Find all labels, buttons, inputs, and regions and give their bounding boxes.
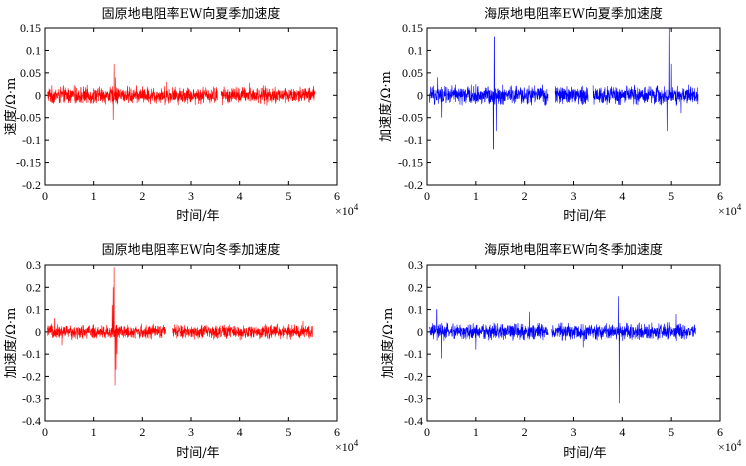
y-tick-label: 0.15 [20, 21, 41, 35]
x-tick-label: 5 [668, 425, 674, 439]
y-axis-label: 加速度/Ω·m [3, 308, 19, 379]
series-trace [47, 267, 313, 386]
y-tick-label: -0.1 [22, 133, 41, 147]
plot-frame [44, 264, 338, 422]
y-tick-label: 0.1 [26, 303, 41, 317]
chart-title: 固原地电阻率EW向夏季加速度 [102, 6, 281, 22]
x-tick-label: 1 [91, 189, 97, 203]
x-tick-label: 3 [571, 425, 577, 439]
y-tick-label: 0.05 [20, 66, 41, 80]
y-tick-label: -0.4 [22, 414, 41, 428]
x-tick-label: 3 [188, 425, 194, 439]
x-tick-label: 2 [139, 189, 145, 203]
y-tick-label: 0 [417, 88, 423, 102]
x-tick-label: 0 [424, 425, 430, 439]
x-tick-label: 2 [139, 425, 145, 439]
y-tick-label: -0.15 [16, 156, 41, 170]
chart-panel-4: 海原地电阻率EW向冬季加速度 0 1 2 3 4 5 6 0.3 0.2 0.1 0 -0.1 -0.2 -… [380, 242, 742, 461]
y-axis-label: 加速度/Ω·m [378, 71, 394, 142]
x-tick-label: 5 [285, 189, 291, 203]
chart-panel-1: 固原地电阻率EW向夏季加速度 0 1 2 3 4 5 6 0.15 0.1 0.05 0 -0.05 -0… [3, 6, 359, 224]
y-tick-label: 0.1 [26, 43, 41, 57]
y-tick-label: 0.1 [408, 43, 423, 57]
x-tick-label: 1 [91, 425, 97, 439]
x-tick-label: 6 [334, 189, 340, 203]
y-tick-label: -0.2 [404, 369, 423, 383]
x-multiplier: ×104 [335, 202, 359, 218]
y-tick-label: -0.2 [22, 369, 41, 383]
y-tick-label: -0.4 [404, 414, 423, 428]
y-tick-label: -0.1 [404, 133, 423, 147]
x-tick-label: 6 [717, 425, 723, 439]
y-tick-label: -0.05 [398, 111, 423, 125]
y-tick-label: -0.1 [404, 347, 423, 361]
x-multiplier: ×104 [718, 202, 742, 218]
series-trace [47, 63, 316, 120]
x-tick-label: 0 [42, 189, 48, 203]
x-tick-label: 5 [285, 425, 291, 439]
chart-title: 海原地电阻率EW向夏季加速度 [484, 6, 663, 22]
x-tick-label: 3 [571, 189, 577, 203]
x-tick-label: 0 [42, 425, 48, 439]
y-tick-label: -0.2 [404, 178, 423, 192]
x-tick-label: 6 [334, 425, 340, 439]
y-axis-label: 速度/Ω·m [3, 78, 19, 136]
x-axis-label: 时间/年 [176, 446, 219, 461]
y-tick-label: 0.1 [408, 303, 423, 317]
plot-frame [44, 27, 338, 186]
y-tick-label: 0.15 [402, 21, 423, 35]
x-tick-label: 4 [237, 189, 243, 203]
plot-frame [426, 27, 721, 186]
chart-panel-3: 固原地电阻率EW向冬季加速度 0 1 2 3 4 5 6 0.3 0.2 0.1 0 -0.1 -0.2 -… [3, 242, 359, 461]
y-tick-label: -0.1 [22, 347, 41, 361]
y-tick-label: -0.05 [16, 111, 41, 125]
y-tick-label: 0.2 [26, 280, 41, 294]
x-axis-label: 时间/年 [563, 446, 606, 461]
y-tick-label: 0.05 [402, 66, 423, 80]
x-tick-label: 6 [717, 189, 723, 203]
y-tick-label: 0.2 [408, 280, 423, 294]
series-trace [429, 296, 696, 404]
y-tick-label: 0 [417, 325, 423, 339]
x-tick-label: 4 [237, 425, 243, 439]
y-axis-label: 加速度/Ω·m [380, 308, 396, 379]
y-tick-label: 0 [35, 325, 41, 339]
x-tick-label: 1 [473, 189, 479, 203]
x-tick-label: 0 [424, 189, 430, 203]
x-axis-label: 时间/年 [563, 209, 606, 224]
chart-panel-2: 海原地电阻率EW向夏季加速度 0 1 2 3 4 5 6 0.15 0.1 0.05 0 -0.05 -0… [378, 6, 742, 224]
y-tick-label: -0.15 [398, 156, 423, 170]
plot-frame [426, 264, 721, 422]
x-tick-label: 2 [522, 189, 528, 203]
x-multiplier: ×104 [335, 438, 359, 454]
x-tick-label: 2 [522, 425, 528, 439]
y-tick-label: 0 [35, 88, 41, 102]
x-tick-label: 5 [668, 189, 674, 203]
x-tick-label: 4 [619, 189, 625, 203]
y-tick-label: -0.3 [404, 392, 423, 406]
x-multiplier: ×104 [718, 438, 742, 454]
x-tick-label: 1 [473, 425, 479, 439]
y-tick-label: 0.3 [408, 258, 423, 272]
x-tick-label: 3 [188, 189, 194, 203]
x-axis-label: 时间/年 [176, 209, 219, 224]
chart-title: 固原地电阻率EW向冬季加速度 [102, 242, 281, 258]
x-tick-label: 4 [619, 425, 625, 439]
y-tick-label: -0.2 [22, 178, 41, 192]
y-tick-label: -0.3 [22, 392, 41, 406]
series-trace [429, 27, 699, 150]
y-tick-label: 0.3 [26, 258, 41, 272]
chart-title: 海原地电阻率EW向冬季加速度 [484, 242, 663, 258]
